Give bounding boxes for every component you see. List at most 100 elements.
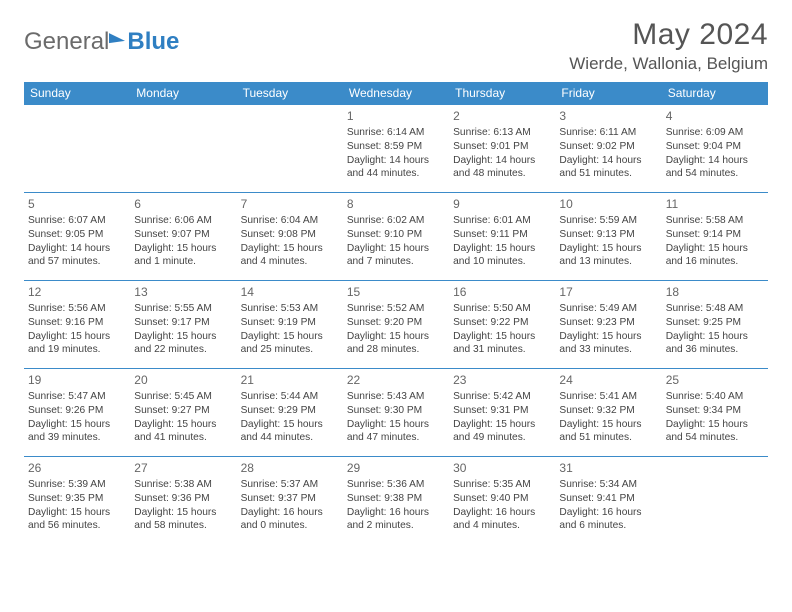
sunset-line: Sunset: 9:07 PM [134, 228, 232, 242]
location: Wierde, Wallonia, Belgium [569, 54, 768, 74]
day-number: 25 [666, 372, 764, 388]
sunset-line: Sunset: 9:25 PM [666, 316, 764, 330]
day-number: 27 [134, 460, 232, 476]
calendar-day-cell: 15Sunrise: 5:52 AMSunset: 9:20 PMDayligh… [343, 281, 449, 369]
calendar-day-cell: 29 Sunrise: 5:36 AMSunset: 9:38 PMDayligh… [343, 457, 449, 545]
sunset-line: Sunset: 9:23 PM [559, 316, 657, 330]
calendar-week-row: 12Sunrise: 5:56 AMSunset: 9:16 PMDayligh… [24, 281, 768, 369]
day-number: 3 [559, 108, 657, 124]
calendar-day-cell: 5Sunrise: 6:07 AMSunset: 9:05 PMDaylight… [24, 193, 130, 281]
calendar-day-cell: 13Sunrise: 5:55 AMSunset: 9:17 PMDayligh… [130, 281, 236, 369]
sunrise-line: Sunrise: 5:41 AM [559, 390, 657, 404]
day-number: 17 [559, 284, 657, 300]
sunset-line: Sunset: 9:17 PM [134, 316, 232, 330]
daylight-line: Daylight: 15 hours and 31 minutes. [453, 330, 551, 358]
calendar-day-cell: 9Sunrise: 6:01 AMSunset: 9:11 PMDaylight… [449, 193, 555, 281]
daylight-line: Daylight: 14 hours and 48 minutes. [453, 154, 551, 182]
day-number: 8 [347, 196, 445, 212]
sunrise-line: Sunrise: 6:04 AM [241, 214, 339, 228]
day-number: 7 [241, 196, 339, 212]
sunrise-line: Sunrise: 5:52 AM [347, 302, 445, 316]
sunrise-line: Sunrise: 5:34 AM [559, 478, 657, 492]
sunset-line: Sunset: 9:10 PM [347, 228, 445, 242]
sunset-line: Sunset: 9:40 PM [453, 492, 551, 506]
sunrise-line: Sunrise: 5:50 AM [453, 302, 551, 316]
day-header: Thursday [449, 82, 555, 105]
sunrise-line: Sunrise: 6:06 AM [134, 214, 232, 228]
logo: General Blue [24, 18, 179, 56]
day-header: Wednesday [343, 82, 449, 105]
sunrise-line: Sunrise: 5:37 AM [241, 478, 339, 492]
calendar-page: General Blue May 2024 Wierde, Wallonia, … [0, 0, 792, 545]
daylight-line: Daylight: 15 hours and 56 minutes. [28, 506, 126, 534]
sunset-line: Sunset: 9:19 PM [241, 316, 339, 330]
day-number: 6 [134, 196, 232, 212]
sunrise-line: Sunrise: 6:09 AM [666, 126, 764, 140]
day-number: 19 [28, 372, 126, 388]
calendar-day-cell: 31Sunrise: 5:34 AMSunset: 9:41 PMDayligh… [555, 457, 661, 545]
sunset-line: Sunset: 9:11 PM [453, 228, 551, 242]
daylight-line: Daylight: 15 hours and 4 minutes. [241, 242, 339, 270]
calendar-day-cell: 27Sunrise: 5:38 AMSunset: 9:36 PMDayligh… [130, 457, 236, 545]
sunrise-line: Sunrise: 5:36 AM [347, 478, 445, 492]
sunset-line: Sunset: 9:04 PM [666, 140, 764, 154]
day-number: 21 [241, 372, 339, 388]
day-number: 18 [666, 284, 764, 300]
sunset-line: Sunset: 9:16 PM [28, 316, 126, 330]
day-number: 15 [347, 284, 445, 300]
calendar-day-cell: 23Sunrise: 5:42 AMSunset: 9:31 PMDayligh… [449, 369, 555, 457]
calendar-table: SundayMondayTuesdayWednesdayThursdayFrid… [24, 82, 768, 545]
calendar-day-cell: 18Sunrise: 5:48 AMSunset: 9:25 PMDayligh… [662, 281, 768, 369]
title-block: May 2024 Wierde, Wallonia, Belgium [569, 18, 768, 74]
daylight-line: Daylight: 15 hours and 19 minutes. [28, 330, 126, 358]
sunrise-line: Sunrise: 6:11 AM [559, 126, 657, 140]
sunset-line: Sunset: 9:37 PM [241, 492, 339, 506]
calendar-day-cell: 12Sunrise: 5:56 AMSunset: 9:16 PMDayligh… [24, 281, 130, 369]
sunset-line: Sunset: 9:36 PM [134, 492, 232, 506]
day-number: 23 [453, 372, 551, 388]
calendar-day-cell: 10Sunrise: 5:59 AMSunset: 9:13 PMDayligh… [555, 193, 661, 281]
day-number: 28 [241, 460, 339, 476]
daylight-line: Daylight: 15 hours and 47 minutes. [347, 418, 445, 446]
daylight-line: Daylight: 15 hours and 7 minutes. [347, 242, 445, 270]
calendar-empty-cell [662, 457, 768, 545]
sunset-line: Sunset: 9:05 PM [28, 228, 126, 242]
day-number: 26 [28, 460, 126, 476]
sunrise-line: Sunrise: 6:02 AM [347, 214, 445, 228]
calendar-empty-cell [237, 105, 343, 193]
daylight-line: Daylight: 15 hours and 13 minutes. [559, 242, 657, 270]
daylight-line: Daylight: 15 hours and 58 minutes. [134, 506, 232, 534]
calendar-day-cell: 25Sunrise: 5:40 AMSunset: 9:34 PMDayligh… [662, 369, 768, 457]
daylight-line: Daylight: 15 hours and 36 minutes. [666, 330, 764, 358]
sunset-line: Sunset: 9:01 PM [453, 140, 551, 154]
day-number: 22 [347, 372, 445, 388]
calendar-day-cell: 6 Sunrise: 6:06 AMSunset: 9:07 PMDaylight… [130, 193, 236, 281]
calendar-day-cell: 21Sunrise: 5:44 AMSunset: 9:29 PMDayligh… [237, 369, 343, 457]
day-number: 4 [666, 108, 764, 124]
sunrise-line: Sunrise: 5:44 AM [241, 390, 339, 404]
daylight-line: Daylight: 16 hours and 6 minutes. [559, 506, 657, 534]
day-number: 9 [453, 196, 551, 212]
day-number: 13 [134, 284, 232, 300]
daylight-line: Daylight: 15 hours and 1 minute. [134, 242, 232, 270]
logo-text-general: General [24, 28, 109, 56]
daylight-line: Daylight: 15 hours and 28 minutes. [347, 330, 445, 358]
sunrise-line: Sunrise: 5:45 AM [134, 390, 232, 404]
calendar-day-cell: 22Sunrise: 5:43 AMSunset: 9:30 PMDayligh… [343, 369, 449, 457]
calendar-day-cell: 2Sunrise: 6:13 AMSunset: 9:01 PMDaylight… [449, 105, 555, 193]
day-number: 29 [347, 460, 445, 476]
sunset-line: Sunset: 8:59 PM [347, 140, 445, 154]
day-number: 12 [28, 284, 126, 300]
calendar-empty-cell [24, 105, 130, 193]
logo-text-blue: Blue [127, 28, 179, 56]
sunrise-line: Sunrise: 5:58 AM [666, 214, 764, 228]
daylight-line: Daylight: 16 hours and 4 minutes. [453, 506, 551, 534]
sunrise-line: Sunrise: 5:53 AM [241, 302, 339, 316]
daylight-line: Daylight: 15 hours and 44 minutes. [241, 418, 339, 446]
sunset-line: Sunset: 9:38 PM [347, 492, 445, 506]
calendar-empty-cell [130, 105, 236, 193]
daylight-line: Daylight: 16 hours and 2 minutes. [347, 506, 445, 534]
sunset-line: Sunset: 9:31 PM [453, 404, 551, 418]
sunrise-line: Sunrise: 5:40 AM [666, 390, 764, 404]
sunset-line: Sunset: 9:22 PM [453, 316, 551, 330]
